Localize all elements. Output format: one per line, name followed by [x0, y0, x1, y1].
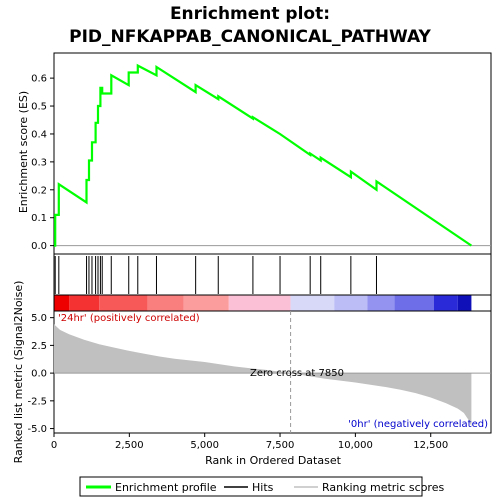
legend-enrichment-profile: Enrichment profile [115, 481, 217, 494]
es-y-tick-label: 0.4 [31, 129, 47, 140]
metric-y-tick-label: 2.5 [31, 341, 47, 352]
x-tick-label: 12,500 [413, 440, 448, 451]
metric-y-tick-label: 0.0 [31, 369, 47, 380]
metric-y-tick-label: 5.0 [31, 313, 47, 324]
chart-title-line2: PID_NFKAPPAB_CANONICAL_PATHWAY [69, 27, 431, 47]
x-tick-label: 10,000 [338, 440, 373, 451]
ranked-color-bar [54, 295, 471, 311]
metric-y-axis-label: Ranked list metric (Signal2Noise) [12, 281, 25, 464]
positive-correlation-label: '24hr' (positively correlated) [58, 313, 200, 324]
zero-cross-label: Zero cross at 7850 [250, 368, 344, 379]
metric-y-axis: 5.0 2.5 0.0 -2.5 -5.0 [27, 313, 54, 435]
es-y-tick-label: 0.5 [31, 102, 47, 113]
color-bar-segment [434, 295, 458, 311]
es-y-tick-label: 0.1 [31, 213, 47, 224]
x-axis: 0 2,500 5,000 7,500 10,000 12,500 [51, 433, 448, 451]
legend-hits: Hits [252, 481, 274, 494]
x-tick-label: 5,000 [190, 440, 219, 451]
legend-ranking-metric: Ranking metric scores [322, 481, 444, 494]
es-y-axis-label: Enrichment score (ES) [17, 91, 30, 213]
legend: Enrichment profile Hits Ranking metric s… [80, 477, 444, 496]
hits-panel-frame [54, 254, 491, 295]
color-bar-segment [184, 295, 229, 311]
es-y-tick-label: 0.3 [31, 157, 47, 168]
chart-title-line1: Enrichment plot: [170, 4, 330, 24]
color-bar-segment [69, 295, 99, 311]
color-bar-segment [367, 295, 394, 311]
x-tick-label: 7,500 [266, 440, 295, 451]
es-y-tick-label: 0.2 [31, 185, 47, 196]
x-tick-label: 2,500 [115, 440, 144, 451]
metric-y-tick-label: -5.0 [27, 424, 47, 435]
color-bar-segment [147, 295, 183, 311]
x-axis-label: Rank in Ordered Dataset [205, 454, 342, 467]
metric-y-tick-label: -2.5 [27, 396, 47, 407]
color-bar-segment [54, 295, 69, 311]
color-bar-segment [395, 295, 434, 311]
es-y-tick-label: 0.0 [31, 241, 47, 252]
color-bar-segment [334, 295, 367, 311]
x-tick-label: 0 [51, 440, 57, 451]
color-bar-segment [229, 295, 291, 311]
es-y-axis: 0.0 0.1 0.2 0.3 0.4 0.5 0.6 [31, 74, 54, 253]
color-bar-segment [99, 295, 147, 311]
color-bar-segment [458, 295, 472, 311]
negative-correlation-label: '0hr' (negatively correlated) [348, 419, 488, 430]
color-bar-segment [291, 295, 335, 311]
es-panel-frame [54, 53, 491, 254]
es-y-tick-label: 0.6 [31, 74, 47, 85]
